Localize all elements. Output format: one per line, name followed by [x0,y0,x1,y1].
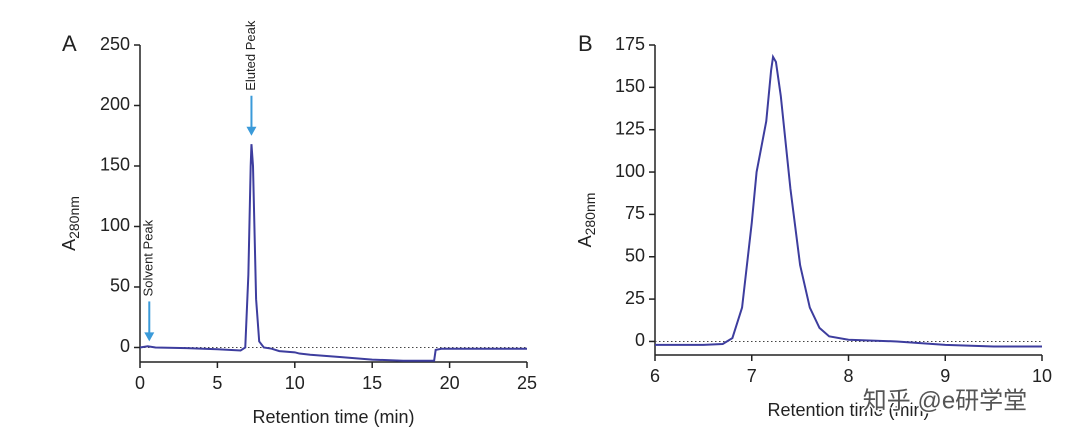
x-tick-label: 7 [747,366,757,386]
x-tick-label: 15 [362,373,382,393]
x-axis-label: Retention time (min) [767,400,929,420]
x-tick-label: 10 [1032,366,1052,386]
annotation-arrowhead [246,126,257,136]
y-tick-label: 150 [615,76,645,96]
data-line [139,144,527,362]
x-tick-label: 25 [517,373,537,393]
y-axis-label: A280nm [59,196,82,251]
y-tick-label: 50 [625,245,645,265]
y-label-main: A [59,239,79,251]
y-tick-label: 75 [625,203,645,223]
y-tick-label: 175 [615,34,645,54]
y-tick-label: 100 [615,161,645,181]
y-tick-label: 125 [615,118,645,138]
annotation: Eluted Peak [243,20,258,91]
annotation-arrowhead [144,332,155,342]
y-tick-label: 0 [120,336,130,356]
y-tick-label: 200 [100,94,130,114]
data-line [655,53,1042,348]
y-tick-label: 50 [110,276,130,296]
watermark: 知乎 @e研学堂 [863,387,1027,414]
x-axis-label: Retention time (min) [252,407,414,427]
y-label-main: A [575,235,595,247]
y-label-subscript: 280nm [582,193,598,236]
y-tick-label: 150 [100,155,130,175]
y-label-subscript: 280nm [66,196,82,239]
x-tick-label: 9 [940,366,950,386]
x-tick-label: 0 [135,373,145,393]
x-tick-label: 8 [843,366,853,386]
x-tick-label: 6 [650,366,660,386]
y-tick-label: 25 [625,288,645,308]
annotation: Solvent Peak [141,219,156,296]
panel-label: B [578,31,593,56]
y-tick-label: 250 [100,34,130,54]
panel-label: A [62,31,77,56]
x-tick-label: 20 [440,373,460,393]
x-tick-label: 5 [212,373,222,393]
y-tick-label: 0 [635,330,645,350]
y-axis-label: A280nm [575,193,598,248]
x-tick-label: 10 [285,373,305,393]
y-tick-label: 100 [100,215,130,235]
